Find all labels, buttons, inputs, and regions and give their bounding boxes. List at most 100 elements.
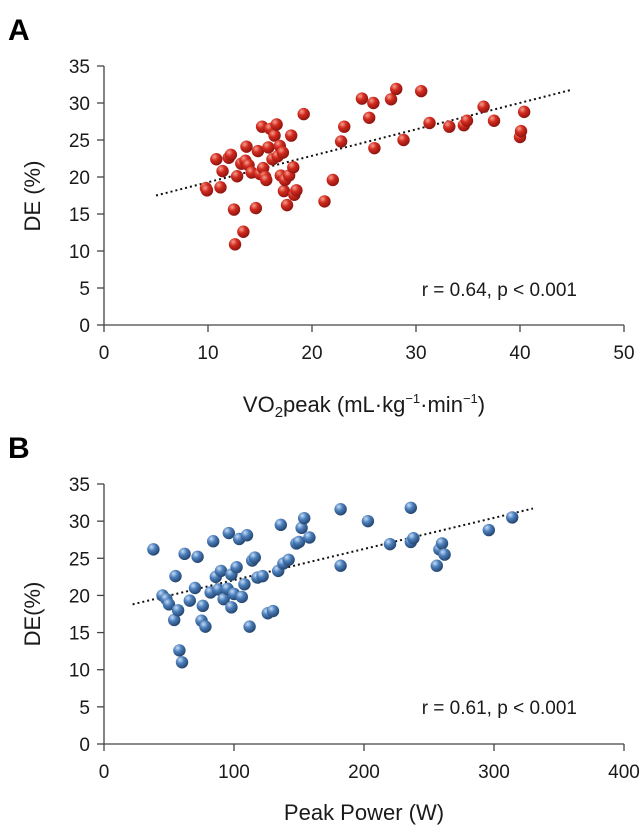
panel-a-data-point bbox=[384, 93, 398, 106]
panel-a-data-point bbox=[240, 140, 253, 153]
panel-a-data-point bbox=[230, 170, 244, 183]
panel-b-data-point bbox=[183, 594, 196, 607]
panel-b-y-tick-label: 20 bbox=[69, 586, 90, 607]
panel-b-x-axis-title: Peak Power (W) bbox=[284, 800, 444, 825]
panel-a-correlation-annotation: r = 0.64, p < 0.001 bbox=[422, 280, 577, 301]
panel-a-data-point bbox=[397, 133, 410, 147]
panel-a-trendline bbox=[155, 88, 573, 197]
panel-b-trendline bbox=[132, 507, 534, 606]
panel-b-data-point bbox=[295, 521, 308, 535]
panel-a-data-point bbox=[326, 173, 339, 187]
panel-a-data-point bbox=[251, 144, 265, 158]
panel-b-data-point bbox=[407, 532, 420, 545]
panel-a-x-tick-label: 10 bbox=[197, 343, 218, 364]
panel-a-data-point bbox=[260, 173, 273, 187]
panel-a-data-point bbox=[334, 135, 348, 148]
panel-a-data-point bbox=[285, 129, 298, 142]
panel-a-y-tick-label: 20 bbox=[69, 168, 90, 189]
panel-b-data-point bbox=[225, 601, 238, 614]
panel-b-correlation-annotation: r = 0.61, p < 0.001 bbox=[422, 698, 577, 719]
panel-b-data-point bbox=[235, 590, 248, 604]
panel-a-data-point bbox=[216, 164, 229, 178]
panel-a-data-point bbox=[477, 100, 490, 113]
panel-a-x-tick-label: 50 bbox=[613, 343, 634, 364]
panel-b-data-point bbox=[248, 551, 261, 564]
panel-b-y-tick-label: 5 bbox=[79, 698, 90, 719]
panel-a-label: A bbox=[8, 14, 30, 47]
panel-b-data-point bbox=[173, 644, 186, 657]
panel-a-data-point bbox=[338, 120, 351, 133]
panel-a-x-axis-title: VO2peak (mL·kg−1·min−1) bbox=[243, 391, 485, 421]
panel-a-data-point bbox=[290, 184, 303, 197]
panel-b-data-point bbox=[178, 547, 191, 561]
panel-a-data-point bbox=[270, 118, 283, 131]
panel-b-y-tick-label: 30 bbox=[69, 512, 90, 533]
panel-b-y-tick-label: 15 bbox=[69, 624, 90, 645]
panel-a-data-point bbox=[214, 181, 227, 194]
panel-a-data-point bbox=[262, 141, 275, 154]
panel-b-x-tick-label: 100 bbox=[218, 762, 250, 783]
panel-a-data-point bbox=[287, 161, 300, 174]
panel-a-y-tick-label: 30 bbox=[69, 94, 90, 115]
panel-a-data-point bbox=[237, 225, 250, 238]
panel-a-y-tick-label: 10 bbox=[69, 242, 90, 263]
panel-a-plot: 0 5 10 15 20 25 30 35 0 10 20 30 40 50 bbox=[69, 57, 635, 364]
panel-a-y-tick-label: 15 bbox=[69, 205, 90, 226]
panel-a-data-point bbox=[318, 195, 331, 208]
panel-b-data-point bbox=[188, 581, 202, 595]
panel-a-data-point bbox=[227, 203, 241, 216]
panel-a-x-tick-label: 0 bbox=[99, 343, 110, 364]
panel-b-data-point bbox=[256, 569, 269, 583]
panel-a-data-point bbox=[200, 184, 214, 197]
panel-b-y-tick-label: 0 bbox=[79, 735, 90, 756]
panel-a-data-point bbox=[423, 116, 436, 130]
panel-a-data-point bbox=[517, 105, 531, 119]
panel-b-data-point bbox=[168, 613, 181, 627]
panel-b-data-point bbox=[169, 569, 182, 583]
panel-a-data-point bbox=[280, 198, 294, 212]
panel-a-data-point bbox=[363, 111, 376, 125]
panel-a-y-axis-title: DE (%) bbox=[20, 161, 45, 232]
panel-b-data-point bbox=[222, 526, 235, 540]
panel-b-data-point bbox=[482, 523, 495, 537]
panel-b-data-point bbox=[217, 592, 230, 606]
panel-a-y-tick-label: 35 bbox=[69, 57, 90, 78]
panel-b-data-point bbox=[292, 535, 306, 549]
panel-a-y-tick-label: 0 bbox=[79, 316, 90, 337]
panel-b-data-point bbox=[303, 531, 316, 544]
panel-a-y-tick-label: 25 bbox=[69, 131, 90, 152]
panel-a-x-tick-label: 40 bbox=[509, 343, 530, 364]
panel-b-data-point bbox=[361, 514, 375, 528]
panel-a-data-point bbox=[268, 129, 281, 142]
panel-a-data-point bbox=[514, 124, 528, 138]
panel-b-data-point bbox=[282, 553, 295, 566]
panel-b-data-point bbox=[404, 501, 417, 514]
panel-b-y-tick-label: 25 bbox=[69, 549, 90, 570]
panel-b-data-point bbox=[383, 537, 397, 551]
panel-b-data-point bbox=[162, 598, 176, 611]
panel-a-data-point bbox=[228, 238, 242, 251]
panel-a-data-point bbox=[390, 82, 403, 96]
panel-b-data-point bbox=[240, 529, 254, 542]
panel-b-data-point bbox=[196, 599, 209, 613]
panel-b-data-point bbox=[199, 620, 212, 633]
panel-b-x-tick-label: 0 bbox=[99, 762, 110, 783]
panel-a-x-tick-label: 20 bbox=[301, 343, 322, 364]
panel-a-data-point bbox=[355, 92, 369, 105]
panel-b-data-point bbox=[214, 564, 228, 578]
panel-a-data-point bbox=[277, 184, 291, 198]
panel-a-data-point bbox=[443, 120, 456, 133]
panel-b-data-point bbox=[438, 548, 451, 561]
panel-a-data-point bbox=[224, 148, 238, 161]
panel-b-data-point bbox=[298, 511, 311, 525]
panel-a-data-point bbox=[367, 96, 380, 110]
panel-a-data-point bbox=[276, 146, 290, 159]
panel-a-data-point bbox=[460, 114, 474, 127]
panel-a-x-tick-label: 30 bbox=[405, 343, 426, 364]
panel-b-data-point bbox=[147, 543, 160, 556]
panel-b-data-point bbox=[266, 604, 280, 618]
panel-a-data-point bbox=[368, 141, 381, 155]
panel-a-data-point bbox=[415, 84, 428, 98]
panel-a-data-point bbox=[249, 201, 263, 215]
